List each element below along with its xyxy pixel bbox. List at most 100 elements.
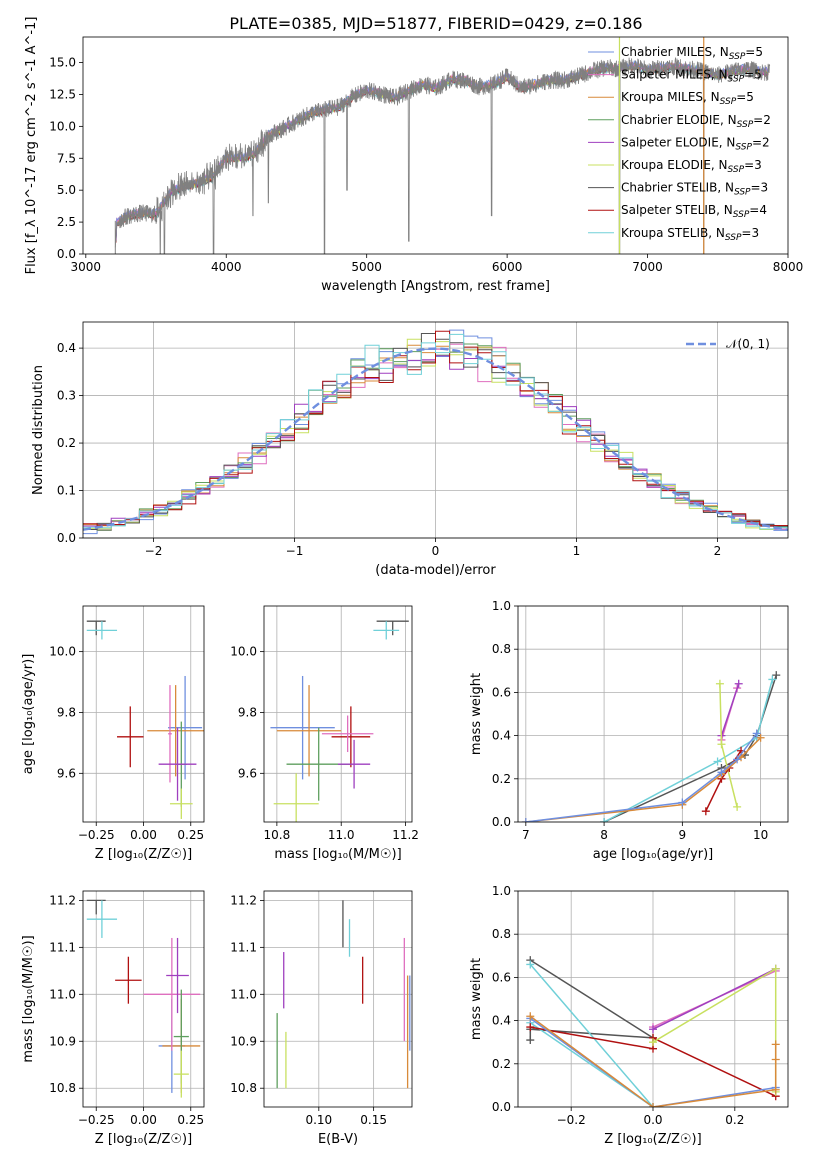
age_vs_mass-x-tick-label: 11.0 [328, 828, 355, 842]
mass_weight_vs_z-chart: −0.2 0.0 0.2 0.0 0.2 0.4 0.6 0.8 1.0 Z [log₁₀(Z/Z… [469, 884, 789, 1147]
mass_weight_vs_age-x-axis-label: age [log₁₀(age/yr)] [593, 847, 714, 862]
mass_vs_ebv-plot-area [276, 900, 411, 1089]
legend-label-main: Kroupa MILES, N [621, 90, 720, 104]
mass-weight-marker [752, 729, 761, 738]
residuals-chart: −2 −1 0 1 2 0.0 0.1 0.2 0.3 0.4 (data-model)/error… [31, 321, 789, 578]
spectrum-chart: 3000 4000 5000 6000 7000 8000 0.0 2.5 5.0 7.5 10.0… [24, 17, 803, 294]
mass_weight_vs_age-x-tick-label: 9 [679, 828, 687, 842]
legend-label-main: Salpeter ELODIE, N [621, 135, 735, 149]
age_vs_mass-y-tick-label: 9.8 [238, 705, 257, 719]
legend-label-tail: =3 [744, 158, 762, 172]
mass_weight_vs_age-x-tick-label: 10 [753, 828, 768, 842]
residuals-y-tick-label: 0.4 [57, 341, 76, 355]
legend-label: 𝒩(0, 1) [726, 337, 770, 351]
legend-label-main: Chabrier ELODIE, N [621, 113, 737, 127]
residuals-x-tick-label: −1 [286, 544, 304, 558]
residuals-legend: 𝒩(0, 1) [686, 337, 770, 351]
mass_vs_z-axes: −0.25 0.00 0.25 10.8 10.9 11.0 11.1 11.2 Z [log₁… [21, 890, 205, 1147]
mass-weight-marker [678, 798, 687, 807]
mass_weight_vs_age-chart: 7 8 9 10 0.0 0.2 0.4 0.6 0.8 1.0 age [log₁₀(age/yr… [469, 599, 789, 862]
legend-label-main: Salpeter MILES, N [621, 68, 728, 82]
residuals-y-tick-label: 0.3 [57, 389, 76, 403]
mass_vs_ebv-x-tick-label: 0.15 [360, 1113, 387, 1127]
residuals-y-tick-label: 0.2 [57, 436, 76, 450]
mass-weight-marker [771, 1085, 780, 1094]
observed-spectrum [114, 57, 771, 254]
error-bar-point-chabrier_stelib [86, 620, 106, 636]
legend-label: Salpeter ELODIE, NSSP=2 [621, 135, 770, 152]
residuals-y-tick-label: 0.1 [57, 484, 76, 498]
spectrum-y-tick-label: 0.0 [57, 247, 76, 261]
age_vs_mass-y-tick-label: 9.6 [238, 766, 257, 780]
age_vs_z-grid [83, 606, 204, 822]
legend-label-sub: SSP [720, 97, 737, 107]
mass_vs_z-y-tick-label: 10.8 [49, 1081, 76, 1095]
legend-label-main: Kroupa STELIB, N [621, 226, 725, 240]
mass-weight-marker [649, 1103, 657, 1107]
mass_vs_z-chart: −0.25 0.00 0.25 10.8 10.9 11.0 11.1 11.2 Z [log₁… [21, 890, 205, 1147]
residuals-x-tick-label: −2 [145, 544, 163, 558]
error-bar-point-salpeter_stelib [331, 706, 371, 768]
mass_weight_vs_age-grid [518, 605, 788, 823]
legend-label: Chabrier ELODIE, NSSP=2 [621, 113, 771, 130]
mass_vs_ebv-frame [263, 890, 413, 1108]
mass_vs_z-y-tick-label: 11.0 [49, 987, 76, 1001]
legend-label-sub: SSP [725, 233, 742, 243]
residuals-frame [82, 321, 789, 539]
mass-weight-marker [600, 818, 609, 822]
age_vs_mass-plot-area [270, 620, 409, 822]
mass_weight_vs_z-y-tick-label: 0.6 [492, 970, 511, 984]
error-bar-point-salpeter_miles [168, 685, 172, 783]
age_vs_z-chart: −0.25 0.00 0.25 9.6 9.8 10.0 Z [log₁₀(Z/Z☉)] ag… [21, 605, 205, 862]
mass-weight-line-salpeter_elodie [652, 968, 777, 1030]
mass_vs_z-x-axis-label: Z [log₁₀(Z/Z☉)] [95, 1132, 192, 1147]
error-bar-point-chabrier_stelib [376, 620, 409, 636]
mass-weight-marker [521, 818, 530, 822]
residuals-y-tick-label: 0.0 [57, 531, 76, 545]
spectrum-x-tick-label: 8000 [773, 260, 804, 274]
mass-weight-marker [649, 1025, 657, 1034]
mass-weight-marker [756, 733, 765, 742]
legend-label-tail: =3 [751, 181, 769, 195]
spectrum-y-tick-label: 5.0 [57, 183, 76, 197]
age_vs_z-frame [82, 605, 205, 823]
mass-weight-marker [701, 807, 710, 816]
mass_vs_z-x-tick-label: 0.25 [177, 1113, 204, 1127]
mass_vs_ebv-x-axis-label: E(B-V) [318, 1132, 358, 1147]
mass-weight-marker [526, 1023, 535, 1032]
mass_weight_vs_z-x-tick-label: 0.2 [725, 1113, 744, 1127]
age_vs_z-x-tick-label: 0.00 [130, 828, 157, 842]
error-bar-point-chabrier_miles [168, 675, 203, 780]
age_vs_z-x-axis-label: Z [log₁₀(Z/Z☉)] [95, 847, 192, 862]
mass_vs_z-x-tick-label: −0.25 [78, 1113, 115, 1127]
age_vs_mass-x-axis-label: mass [log₁₀(M/M☉)] [274, 847, 401, 862]
spectrum-axes: 3000 4000 5000 6000 7000 8000 0.0 2.5 5.0 7.5 10.0… [24, 17, 803, 294]
mass_weight_vs_z-x-tick-label: 0.0 [643, 1113, 662, 1127]
spectrum-legend: Chabrier MILES, NSSP=5 Salpeter MILES, N S… [588, 45, 771, 243]
legend-label: Chabrier STELIB, NSSP=3 [621, 181, 768, 198]
error-bar-point-chabrier_stelib [86, 899, 106, 915]
age_vs_mass-y-tick-label: 10.0 [230, 645, 257, 659]
legend-label: Kroupa MILES, NSSP=5 [621, 90, 754, 107]
spectrum-y-tick-label: 12.5 [49, 87, 76, 101]
mass-weight-marker [526, 1036, 535, 1045]
error-bar-point-salpeter_elodie [158, 727, 197, 801]
mass_vs_z-y-tick-label: 11.1 [49, 940, 76, 954]
legend-label: Chabrier MILES, NSSP=5 [621, 45, 763, 62]
mass_weight_vs_z-x-tick-label: −0.2 [557, 1113, 586, 1127]
spectrum-plot-area [114, 37, 771, 254]
mass_vs_z-plot-area [86, 899, 201, 1098]
mass_vs_ebv-x-tick-label: 0.10 [305, 1113, 332, 1127]
mass_vs_ebv-y-tick-label: 11.0 [230, 987, 257, 1001]
error-bar-point-salpeter_elodie [338, 739, 371, 789]
age_vs_mass-axes: 10.8 11.0 11.2 9.6 9.8 10.0 mass [log₁₀(M/M☉)] [230, 605, 419, 862]
legend-label-main: Chabrier MILES, N [621, 45, 729, 59]
legend-label-sub: SSP [728, 165, 745, 175]
error-bar-point-kroupa_stelib [86, 621, 118, 640]
error-bar-point-kroupa_elodie [169, 788, 193, 819]
legend-label: Kroupa ELODIE, NSSP=3 [621, 158, 762, 175]
mass_weight_vs_age-x-tick-label: 7 [522, 828, 530, 842]
error-bar-point-salpeter_elodie [166, 937, 189, 1014]
residuals-x-tick-label: 0 [432, 544, 440, 558]
